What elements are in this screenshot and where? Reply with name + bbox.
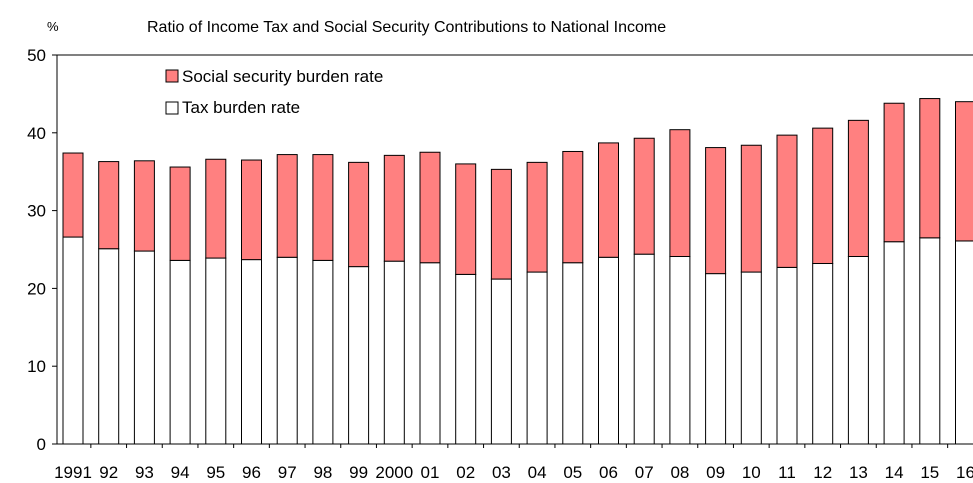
x-tick-label: 95 [206, 463, 225, 482]
x-tick-label: 05 [563, 463, 582, 482]
bar-social-security-98 [312, 154, 334, 261]
x-tick-label: 13 [849, 463, 868, 482]
chart-title: Ratio of Income Tax and Social Security … [147, 19, 666, 36]
bar-tax-10 [740, 271, 762, 445]
legend-swatch-social-security [165, 69, 179, 83]
x-tick-label: 99 [349, 463, 368, 482]
bar-tax-16 [955, 240, 973, 445]
x-tick-label: 03 [492, 463, 511, 482]
x-tick-label: 09 [706, 463, 725, 482]
bar-social-security-11 [776, 134, 798, 268]
x-tick-label: 92 [99, 463, 118, 482]
legend-label-social-security: Social security burden rate [182, 67, 383, 86]
x-tick-label: 15 [920, 463, 939, 482]
bar-social-security-15 [919, 98, 941, 239]
bar-tax-03 [490, 278, 512, 445]
bar-tax-02 [455, 273, 477, 445]
x-tick-label: 08 [670, 463, 689, 482]
bar-tax-93 [133, 250, 155, 445]
bar-tax-01 [419, 262, 441, 445]
bar-tax-05 [562, 262, 584, 445]
y-tick-label: 30 [27, 202, 46, 221]
bar-social-security-99 [348, 161, 370, 268]
bar-social-security-03 [490, 168, 512, 280]
x-tick-label: 12 [813, 463, 832, 482]
bar-tax-95 [205, 257, 227, 445]
bar-tax-13 [847, 256, 869, 445]
bar-tax-14 [883, 241, 905, 445]
bar-social-security-92 [98, 161, 120, 250]
x-tick-label: 1991 [54, 463, 92, 482]
bar-tax-08 [669, 256, 691, 445]
x-tick-label: 02 [456, 463, 475, 482]
bar-social-security-08 [669, 129, 691, 258]
bar-tax-04 [526, 271, 548, 445]
y-unit-label: % [47, 19, 59, 34]
y-tick-label: 50 [27, 46, 46, 65]
bar-tax-94 [169, 259, 191, 445]
bar-social-security-93 [133, 160, 155, 252]
bar-social-security-07 [633, 137, 655, 255]
bar-social-security-14 [883, 102, 905, 243]
axes-layer: 0 10 20 30 40 50 1991 92 93 94 95 96 97 98 99 2000 01 02 0… [27, 46, 973, 482]
x-tick-label: 94 [171, 463, 190, 482]
bar-social-security-04 [526, 161, 548, 273]
bar-social-security-05 [562, 150, 584, 264]
x-tick-label: 2000 [375, 463, 413, 482]
bar-tax-97 [276, 256, 298, 445]
bar-tax-07 [633, 253, 655, 445]
y-tick-label: 0 [37, 435, 46, 454]
bar-social-security-96 [241, 159, 262, 261]
legend-label-tax: Tax burden rate [182, 98, 300, 117]
bar-social-security-12 [812, 127, 834, 265]
bar-social-security-95 [205, 158, 227, 259]
x-tick-label: 10 [742, 463, 761, 482]
bar-tax-98 [312, 259, 334, 445]
bar-tax-2000 [383, 260, 405, 445]
x-tick-label: 11 [778, 463, 796, 482]
bar-tax-1991 [62, 236, 84, 445]
legend: Social security burden rate Tax burden r… [165, 67, 383, 117]
x-tick-label: 14 [885, 463, 904, 482]
x-tick-label: 01 [421, 463, 440, 482]
bar-social-security-2000 [383, 154, 405, 262]
bar-tax-92 [98, 248, 120, 445]
bar-social-security-94 [169, 166, 191, 261]
y-tick-label: 20 [27, 279, 46, 298]
x-tick-label: 06 [599, 463, 618, 482]
bar-tax-12 [812, 263, 834, 445]
x-tick-label: 98 [313, 463, 332, 482]
y-tick-label: 40 [27, 124, 46, 143]
legend-swatch-tax [165, 101, 179, 115]
bar-social-security-10 [740, 144, 762, 273]
x-tick-label: 07 [635, 463, 654, 482]
bar-tax-09 [705, 273, 727, 445]
x-tick-label: 93 [135, 463, 154, 482]
bar-tax-11 [776, 266, 798, 445]
bar-tax-06 [598, 256, 619, 445]
bar-social-security-06 [598, 142, 619, 258]
bar-tax-15 [919, 237, 941, 445]
bar-social-security-01 [419, 151, 441, 264]
bar-tax-99 [348, 266, 370, 445]
y-tick-label: 10 [27, 357, 46, 376]
bar-social-security-13 [847, 119, 869, 258]
x-tick-label: 16 [956, 463, 973, 482]
x-tick-label: 97 [278, 463, 297, 482]
bars-layer [62, 98, 973, 445]
bar-social-security-02 [455, 163, 477, 275]
bar-social-security-09 [705, 147, 727, 275]
x-tick-label: 04 [528, 463, 547, 482]
bar-social-security-16 [955, 101, 973, 242]
bar-social-security-1991 [62, 152, 84, 238]
x-tick-label: 96 [242, 463, 261, 482]
bar-social-security-97 [276, 154, 298, 258]
bar-tax-96 [241, 259, 262, 445]
